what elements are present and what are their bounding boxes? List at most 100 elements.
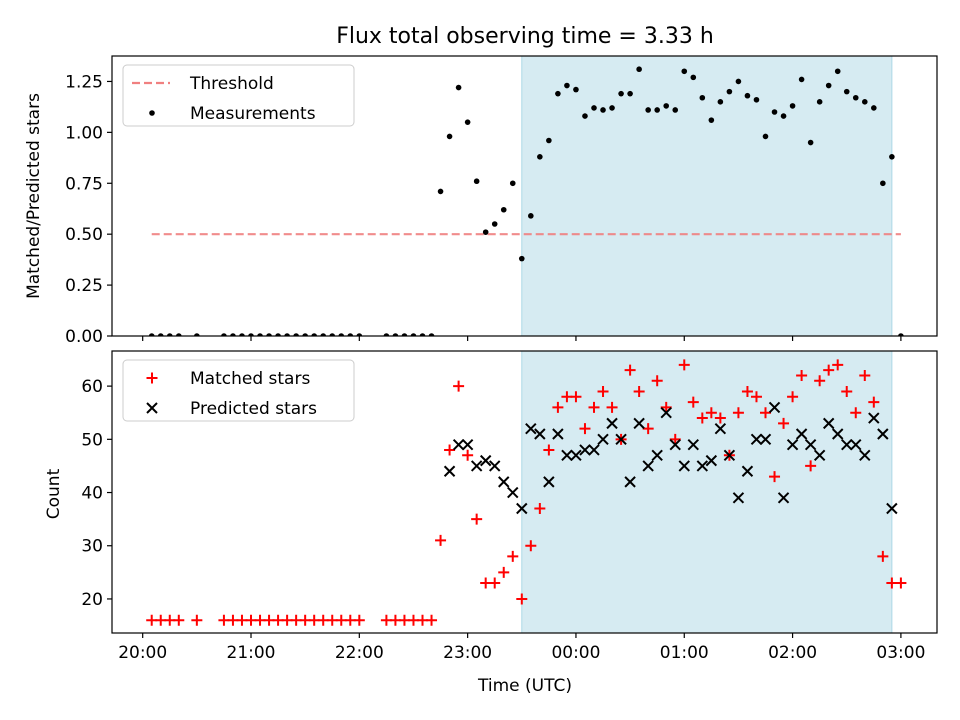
- predicted-star-point: [642, 460, 654, 472]
- measurement-point: [284, 333, 290, 336]
- measurement-point: [654, 107, 660, 113]
- matched-star-point: [678, 359, 690, 371]
- predicted-star-point: [606, 417, 618, 430]
- legend-predicted-swatch: [146, 402, 158, 414]
- predicted-star-point: [479, 454, 492, 467]
- matched-star-point: [660, 401, 672, 413]
- predicted-star-point: [633, 417, 645, 430]
- measurement-point: [500, 206, 507, 213]
- matched-star-point: [769, 471, 781, 483]
- predicted-star-point: [543, 476, 555, 488]
- matched-star-point: [714, 412, 726, 424]
- measurement-point: [410, 333, 417, 336]
- measurement-point: [257, 333, 263, 336]
- measurement-point: [636, 66, 642, 73]
- matched-star-point: [705, 407, 717, 419]
- matched-star-point: [633, 385, 645, 397]
- matched-star-point: [435, 534, 447, 546]
- matched-star-point: [552, 401, 564, 413]
- predicted-star-point: [534, 428, 546, 440]
- matched-star-point: [353, 614, 365, 626]
- matched-star-point: [426, 614, 438, 626]
- x-tick-label: 22:00: [335, 643, 384, 663]
- y-tick-label: 20: [81, 590, 103, 610]
- measurement-point: [627, 90, 633, 97]
- matched-star-point: [732, 407, 744, 419]
- matched-star-point: [841, 385, 853, 397]
- chart-title: Flux total observing time = 3.33 h: [336, 24, 714, 49]
- measurement-point: [518, 255, 525, 262]
- measurement-point: [591, 105, 597, 111]
- measurement-point: [248, 333, 254, 336]
- predicted-star-point: [859, 449, 871, 461]
- matched-star-point: [507, 550, 519, 562]
- predicted-star-point: [741, 465, 754, 477]
- measurement-point: [762, 133, 769, 140]
- measurement-point: [275, 333, 281, 336]
- predicted-star-point: [841, 438, 853, 451]
- measurement-point: [582, 113, 588, 119]
- measurement-point: [771, 109, 778, 115]
- predicted-star-point: [768, 401, 781, 414]
- top-axes: 0.00 0.25 0.50 0.75 1.00 1.25 Threshold Measure…: [65, 55, 938, 347]
- measurement-point: [735, 78, 742, 85]
- matched-star-point: [877, 550, 889, 562]
- measurement-point: [419, 333, 426, 336]
- x-tick-label: 23:00: [443, 643, 492, 663]
- matched-star-point: [498, 566, 510, 578]
- matched-star-point: [543, 444, 555, 456]
- measurement-point: [861, 99, 868, 105]
- legend-label: Predicted stars: [190, 399, 317, 419]
- x-tick-label: 20:00: [118, 643, 167, 663]
- matched-star-point: [624, 364, 636, 376]
- measurement-point: [473, 178, 480, 185]
- predicted-star-point: [507, 486, 519, 499]
- matched-star-point: [534, 502, 546, 514]
- predicted-star-point: [795, 428, 808, 440]
- matched-star-point: [516, 593, 528, 605]
- predicted-star-point: [877, 428, 889, 440]
- x-tick-label: 21:00: [227, 643, 276, 663]
- measurement-point: [699, 94, 706, 101]
- measurement-point: [491, 221, 498, 227]
- predicted-star-point: [714, 422, 727, 435]
- matched-star-point: [868, 396, 880, 408]
- matched-star-point: [778, 417, 790, 429]
- measurement-point: [392, 333, 399, 336]
- measurement-point: [717, 99, 724, 105]
- legend-box: [122, 64, 355, 127]
- predicted-star-point: [651, 449, 663, 461]
- matched-star-point: [525, 540, 537, 552]
- matched-star-point: [832, 359, 844, 371]
- predicted-star-point: [723, 449, 736, 461]
- predicted-star-point: [759, 433, 772, 446]
- measurement-point: [455, 84, 462, 91]
- matched-star-point: [687, 396, 699, 408]
- measurement-point: [221, 333, 227, 336]
- top-y-axis-label: Matched/Predicted stars: [24, 93, 44, 299]
- predicted-star-point: [516, 502, 528, 515]
- measurement-point: [744, 92, 751, 99]
- bottom-axes: 20 30 40 50 60 20:00 21:00 22:00 23:00 00:00 01:00…: [81, 350, 938, 663]
- matched-star-point: [787, 391, 799, 403]
- measurement-point: [356, 333, 363, 336]
- legend: Matched stars Predicted stars: [122, 359, 355, 422]
- measurement-point: [564, 82, 570, 89]
- matched-star-point: [750, 391, 762, 403]
- legend-label: Threshold: [189, 74, 274, 94]
- predicted-star-point: [786, 438, 799, 451]
- measurement-point: [898, 333, 904, 336]
- y-tick-label: 0.75: [65, 174, 103, 194]
- matched-star-point: [579, 423, 591, 435]
- predicted-star-point: [660, 407, 672, 419]
- x-tick-label: 01:00: [660, 643, 709, 663]
- y-tick-label: 1.25: [65, 72, 103, 92]
- y-tick-label: 30: [81, 537, 103, 557]
- predicted-star-point: [561, 449, 573, 461]
- y-tick-label: 1.00: [65, 123, 103, 143]
- measurement-point: [239, 333, 245, 336]
- measurement-point: [437, 188, 444, 195]
- measurement-point: [528, 213, 534, 219]
- predicted-star-point: [777, 492, 790, 504]
- measurement-point: [798, 76, 805, 83]
